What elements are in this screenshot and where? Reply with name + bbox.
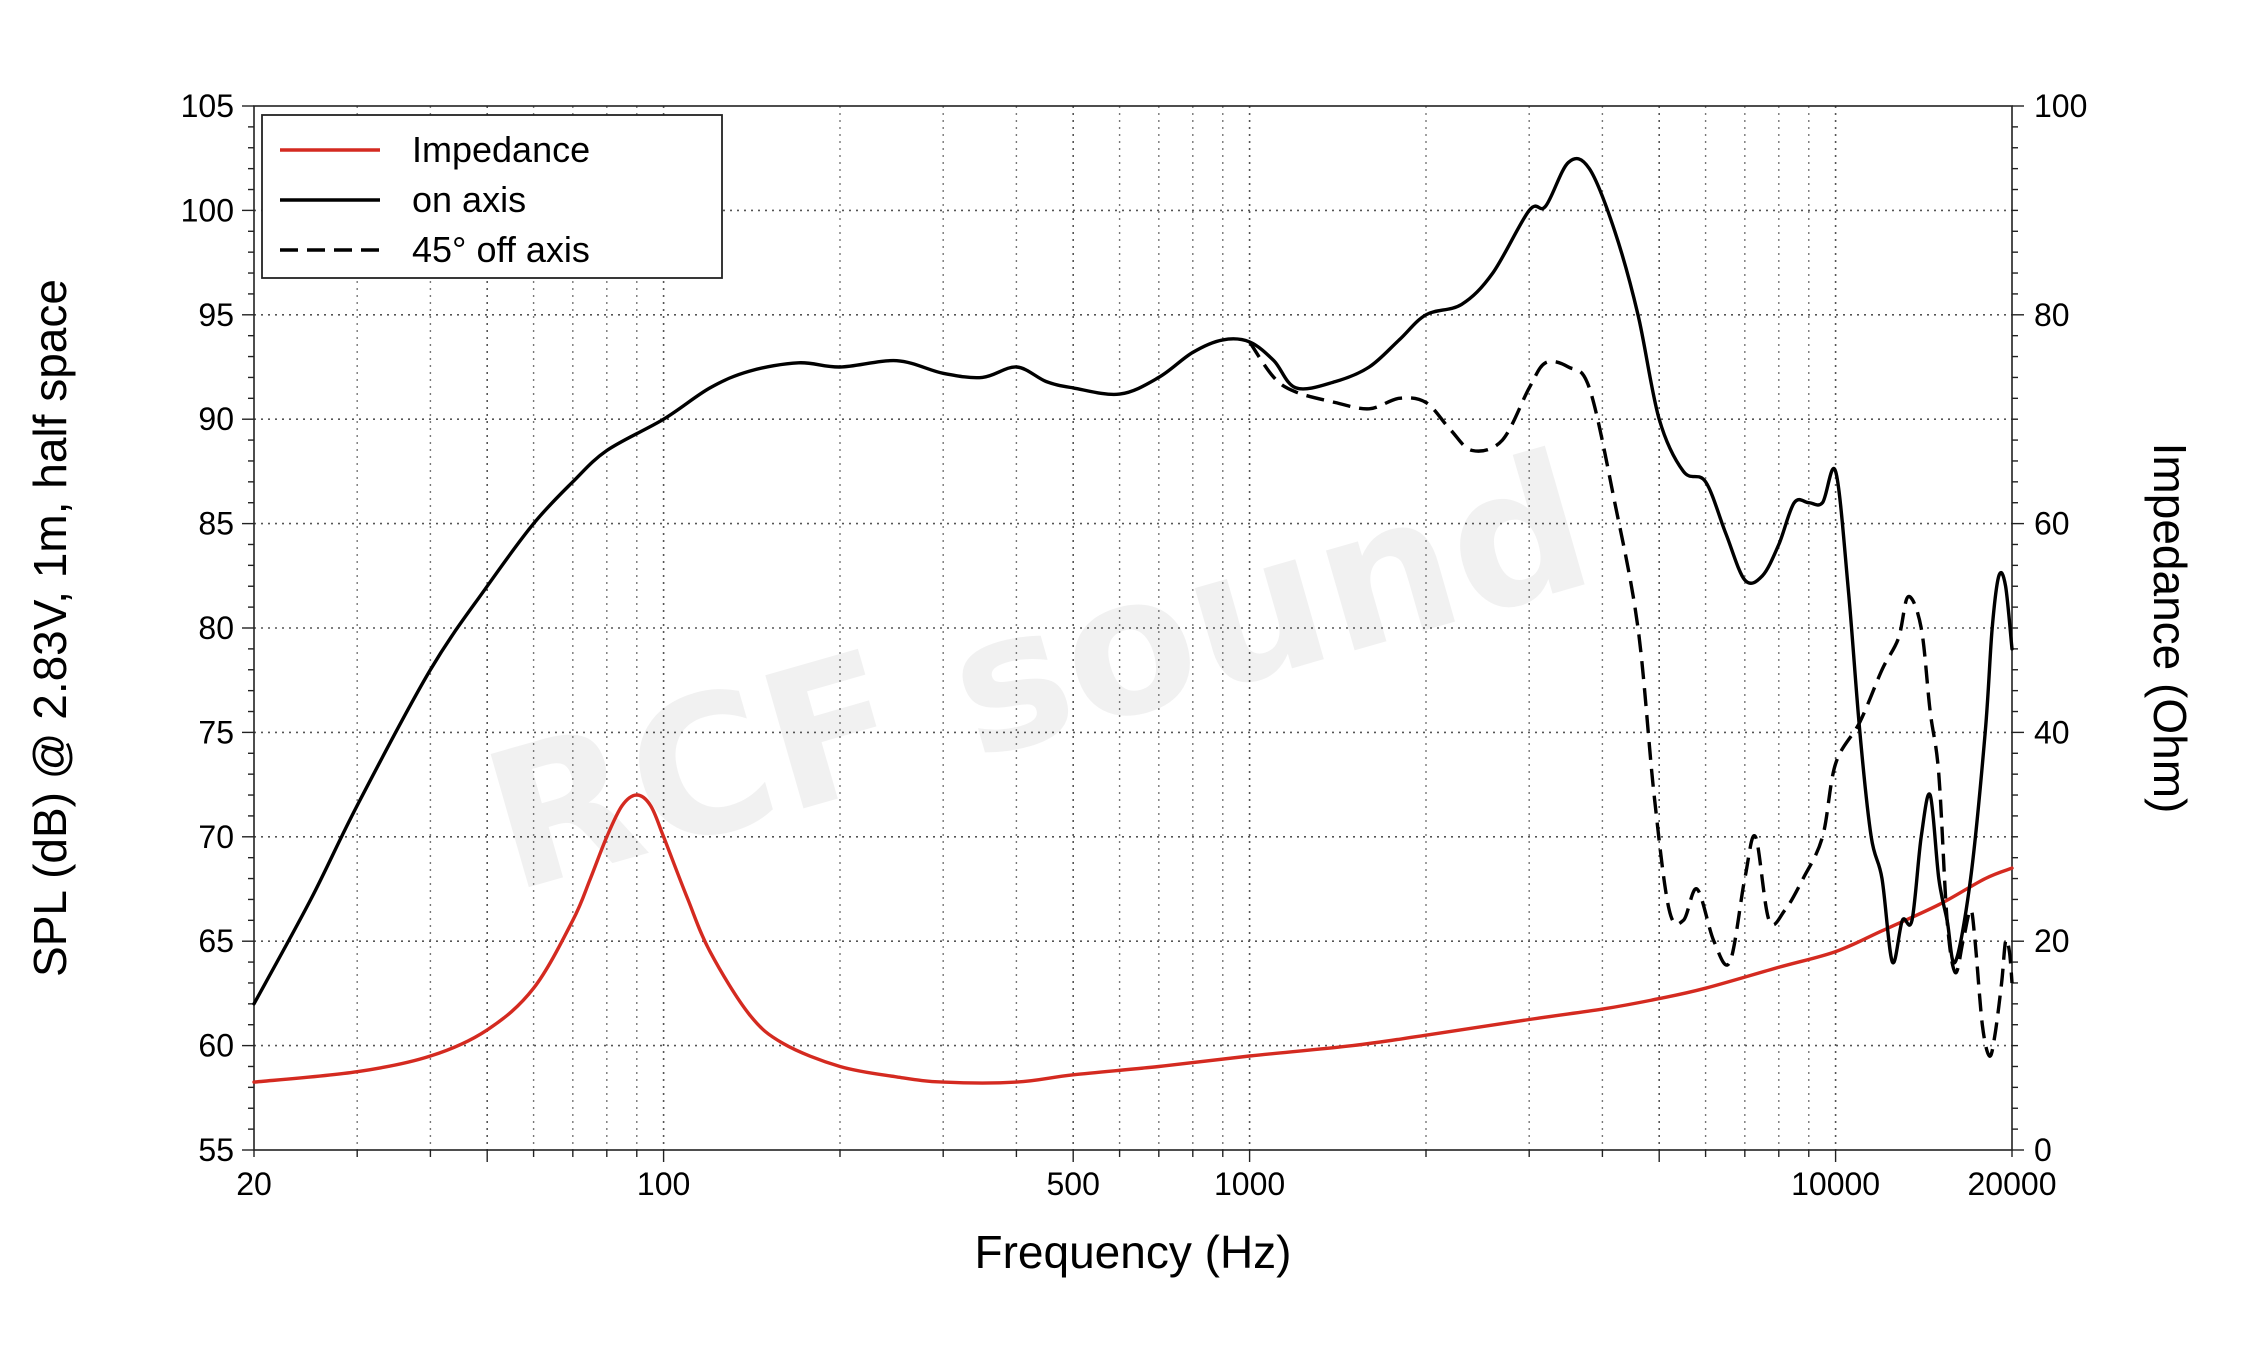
x-tick-label: 1000 [1214,1166,1285,1202]
y-tick-label: 105 [181,88,234,124]
y-tick-label: 85 [198,506,234,542]
grid [254,106,2012,1150]
y2-tick-label: 80 [2034,297,2070,333]
y2-tick-label: 60 [2034,506,2070,542]
legend-label: on axis [412,179,526,220]
y2-tick-label: 20 [2034,923,2070,959]
series-layer [252,156,2014,1085]
legend-label: Impedance [412,129,590,170]
y-tick-label: 95 [198,297,234,333]
y-tick-label: 90 [198,401,234,437]
series-line-45-off-axis [1248,340,2014,1058]
y-tick-label: 55 [198,1132,234,1168]
series-line-impedance [252,793,2014,1085]
y-tick-label: 70 [198,819,234,855]
x-tick-label: 10000 [1791,1166,1880,1202]
x-tick-label: 20000 [1968,1166,2057,1202]
axes: 55 60 65 70 75 80 85 90 95 100 105 0 20 40 60 80 100 20 10… [24,88,2196,1278]
watermark: RCF sound [463,411,1612,935]
legend-label: 45° off axis [412,229,590,270]
y-tick-label: 60 [198,1028,234,1064]
y-tick-label: 100 [181,192,234,228]
y-tick-label: 80 [198,610,234,646]
x-tick-label: 500 [1046,1166,1099,1202]
series-line-on-axis [252,156,2014,1006]
y-axis-title: SPL (dB) @ 2.83V, 1m, half space [24,279,76,977]
y2-tick-label: 0 [2034,1132,2052,1168]
watermark-text: RCF sound [463,411,1612,935]
y2-axis-title: Impedance (Ohm) [2144,443,2196,814]
y2-tick-label: 100 [2034,88,2087,124]
y-tick-label: 75 [198,714,234,750]
legend: Impedance on axis 45° off axis [261,114,723,279]
y-tick-label: 65 [198,923,234,959]
x-axis-title: Frequency (Hz) [975,1226,1292,1278]
x-tick-label: 100 [637,1166,690,1202]
x-tick-label: 20 [236,1166,272,1202]
y2-tick-label: 40 [2034,714,2070,750]
